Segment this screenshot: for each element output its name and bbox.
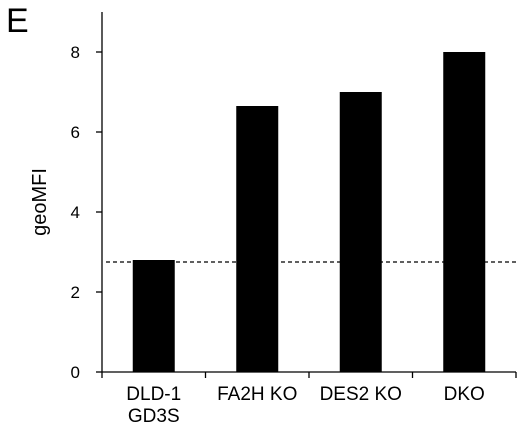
y-tick-label: 6 xyxy=(71,123,80,142)
y-axis: 0 2 4 6 8 xyxy=(71,12,103,382)
bar xyxy=(339,92,382,372)
y-tick-label: 4 xyxy=(71,203,80,222)
x-category-label: DKO xyxy=(444,384,485,405)
bar xyxy=(236,106,279,372)
x-category-label: DLD-1 xyxy=(126,384,181,405)
y-tick-label: 8 xyxy=(71,43,80,62)
bar xyxy=(132,260,175,372)
y-tick-label: 2 xyxy=(71,283,80,302)
x-category-label: GD3S xyxy=(128,406,180,424)
x-category-label: FA2H KO xyxy=(217,384,297,405)
x-category-label: DES2 KO xyxy=(320,384,402,405)
bar xyxy=(443,52,486,372)
y-axis-title: geoMFI xyxy=(29,168,51,236)
y-tick-label: 0 xyxy=(71,363,80,382)
panel-letter: E xyxy=(6,2,29,40)
bars xyxy=(132,52,486,372)
